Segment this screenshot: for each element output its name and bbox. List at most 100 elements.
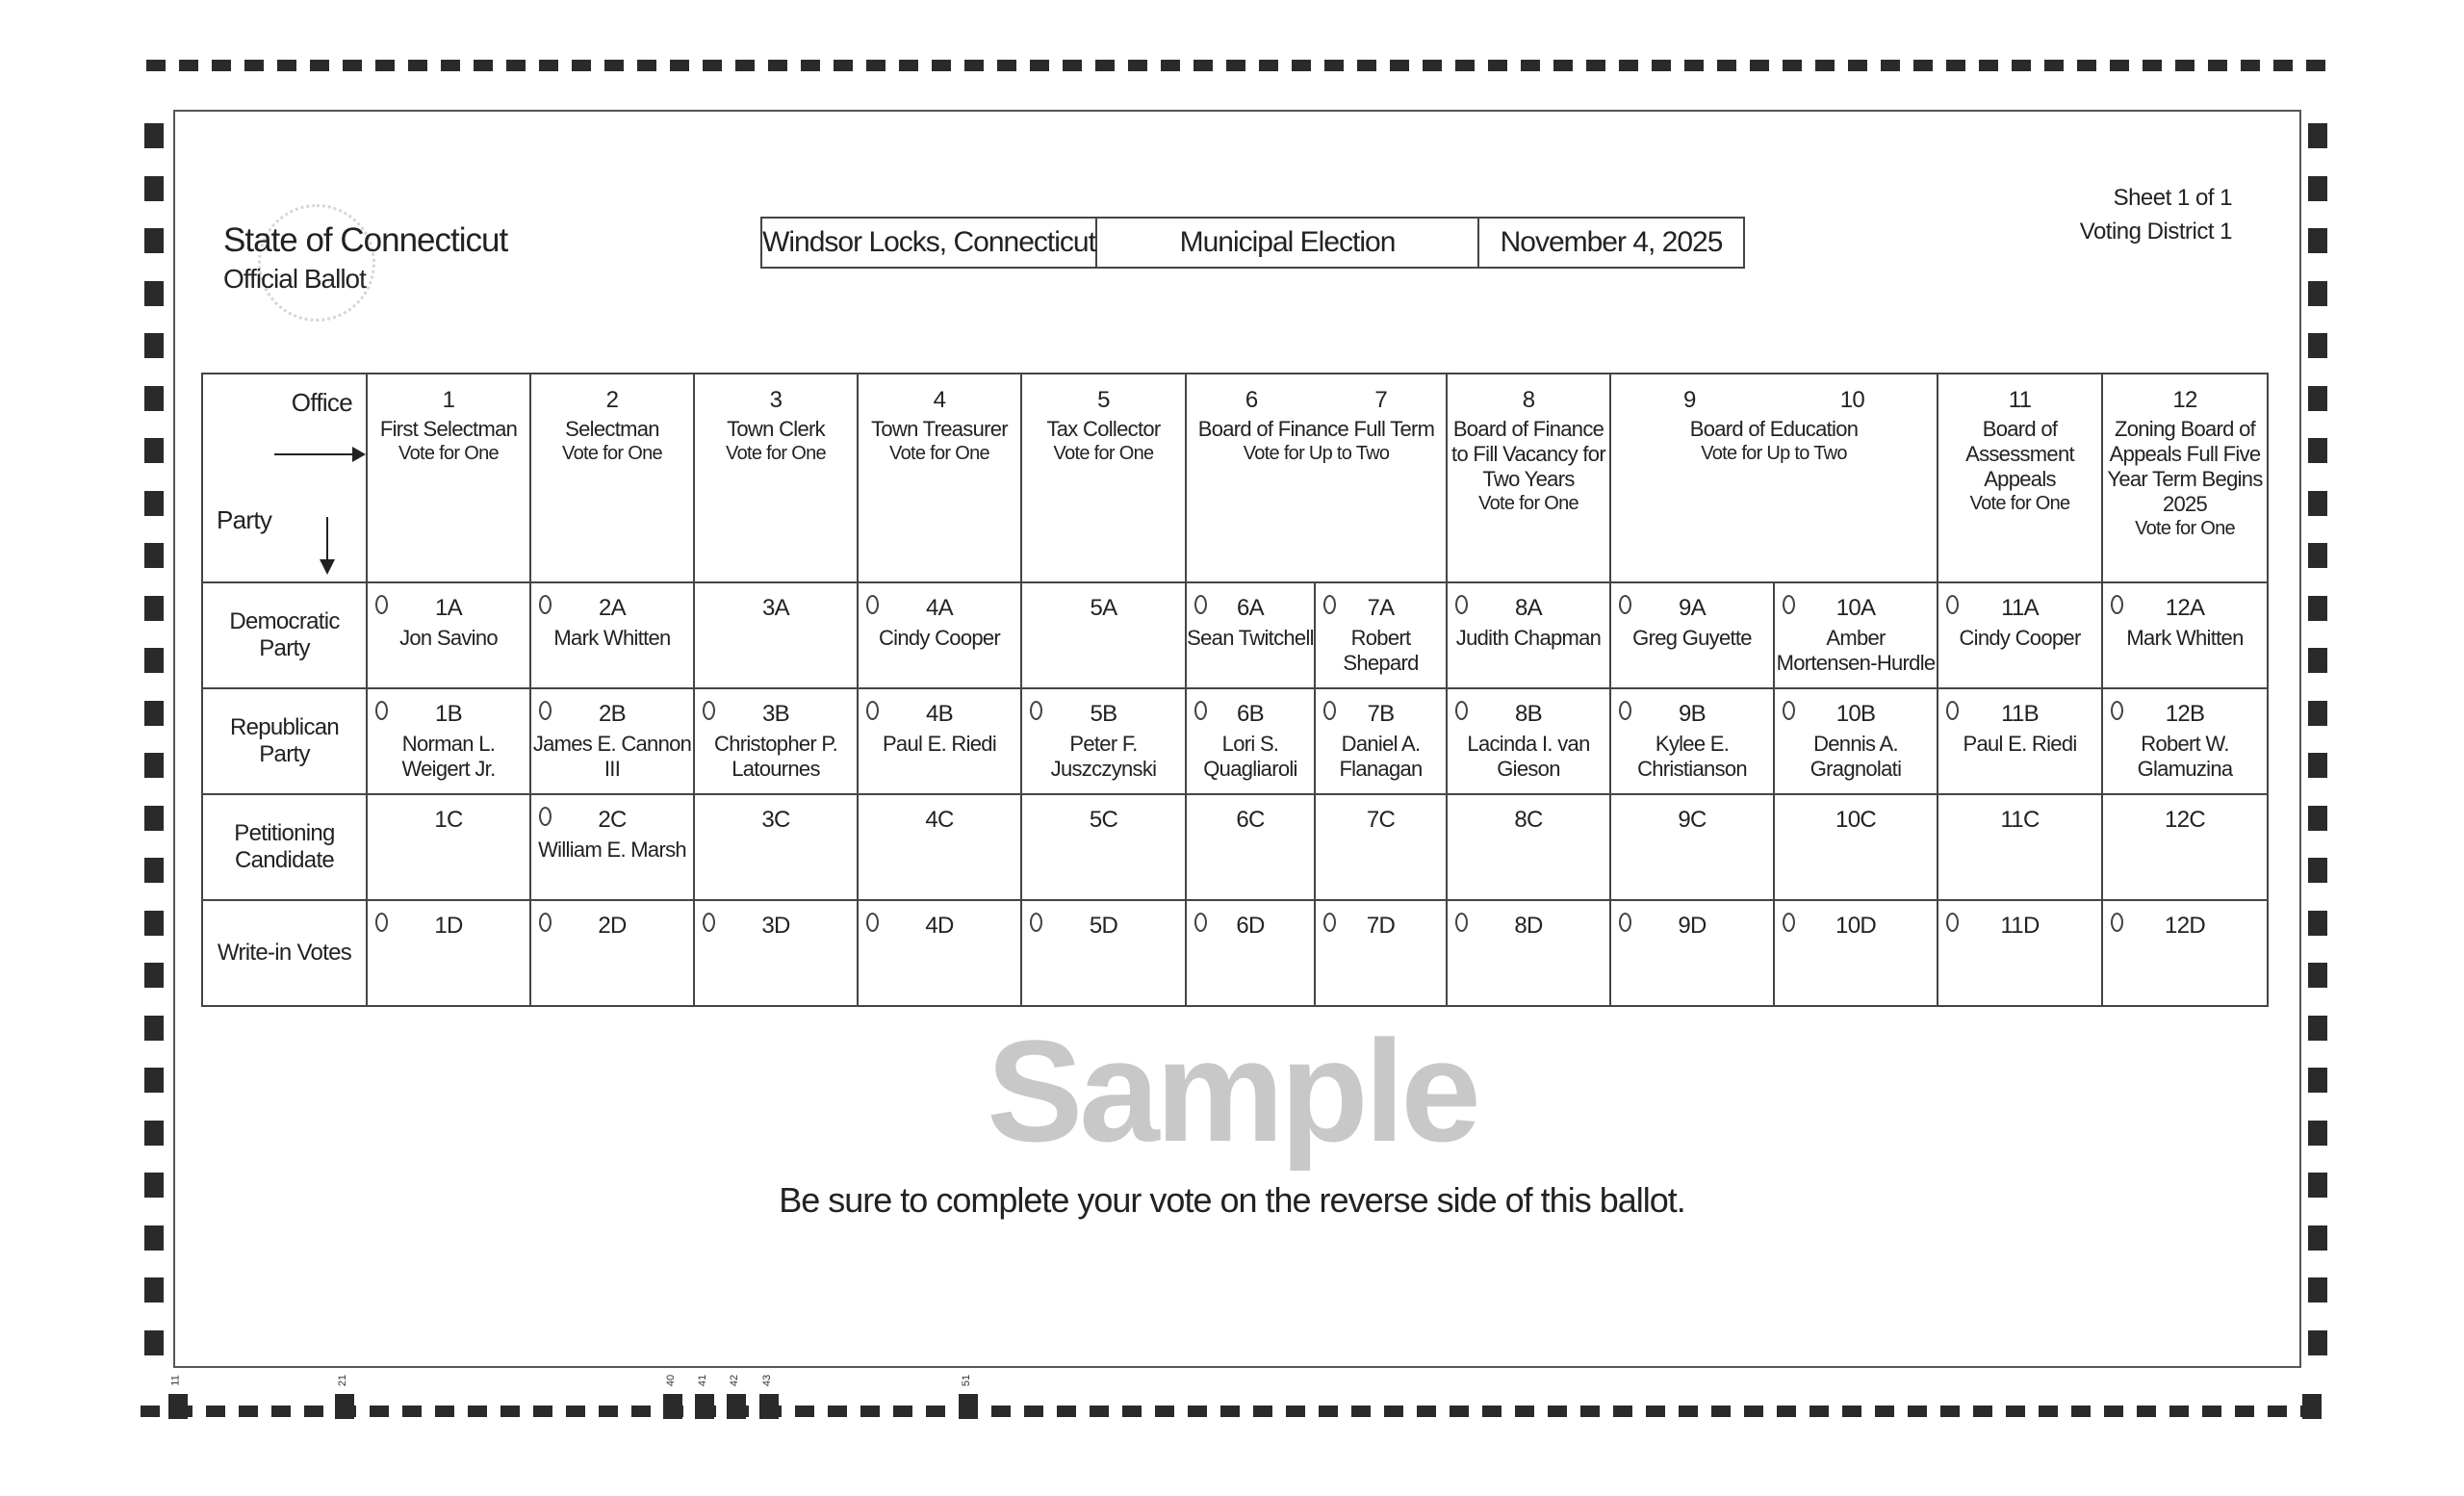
vote-oval[interactable] (1783, 913, 1796, 932)
vote-oval[interactable] (1783, 595, 1796, 614)
vote-oval[interactable] (703, 913, 715, 932)
candidate-cell[interactable]: 1B Norman L. Weigert Jr. (366, 687, 531, 795)
vote-oval[interactable] (866, 913, 879, 932)
mark-label: 21 (337, 1374, 349, 1387)
timing-mark (144, 1329, 164, 1355)
vote-oval[interactable] (1323, 701, 1336, 720)
candidate-code: 10C (1835, 807, 1877, 833)
candidate-cell[interactable]: 1D (366, 899, 531, 1007)
candidate-cell[interactable]: 4A Cindy Cooper (857, 581, 1022, 689)
candidate-cell[interactable]: 12B Robert W. Glamuzina (2101, 687, 2270, 795)
vote-oval[interactable] (539, 807, 552, 826)
vote-oval[interactable] (866, 701, 879, 720)
office-title: Town Clerk (727, 417, 826, 441)
timing-mark (997, 60, 1016, 71)
vote-oval[interactable] (1455, 913, 1469, 932)
right-arrow-head (352, 447, 366, 462)
candidate-cell[interactable]: 9D (1609, 899, 1776, 1007)
vote-oval[interactable] (1194, 913, 1207, 932)
candidate-cell[interactable]: 12D (2101, 899, 2270, 1007)
candidate-cell[interactable]: 11B Paul E. Riedi (1937, 687, 2104, 795)
vote-oval[interactable] (1783, 701, 1796, 720)
candidate-cell[interactable]: 10A Amber Mortensen-Hurdle (1773, 581, 1939, 689)
candidate-name: Lori S. Quagliaroli (1203, 732, 1297, 781)
candidate-cell[interactable]: 2B James E. Cannon III (529, 687, 695, 795)
candidate-cell[interactable]: 4B Paul E. Riedi (857, 687, 1022, 795)
timing-mark (1417, 1406, 1436, 1417)
timing-mark (2308, 1015, 2327, 1041)
timing-mark (2308, 228, 2327, 253)
vote-oval[interactable] (375, 595, 388, 614)
candidate-cell[interactable]: 3D (693, 899, 859, 1007)
timing-mark (2308, 280, 2327, 306)
candidate-cell[interactable]: 8D (1446, 899, 1612, 1007)
timing-mark (703, 60, 722, 71)
candidate-cell[interactable]: 6B Lori S. Quagliaroli (1185, 687, 1316, 795)
vote-oval[interactable] (866, 595, 879, 614)
timing-mark (141, 1406, 160, 1417)
candidate-cell[interactable]: 8B Lacinda I. van Gieson (1446, 687, 1612, 795)
vote-oval[interactable] (1194, 701, 1207, 720)
office-header: 3 Town Clerk Vote for One (693, 373, 859, 583)
vote-oval[interactable] (375, 701, 388, 720)
vote-oval[interactable] (2111, 701, 2124, 720)
vote-oval[interactable] (1619, 595, 1632, 614)
vote-oval[interactable] (2111, 913, 2124, 932)
timing-mark (1940, 1406, 1960, 1417)
timing-mark (144, 123, 164, 148)
timing-mark (1095, 60, 1115, 71)
candidate-cell[interactable]: 11D (1937, 899, 2104, 1007)
candidate-cell[interactable]: 11A Cindy Cooper (1937, 581, 2104, 689)
vote-oval[interactable] (1455, 701, 1469, 720)
candidate-cell[interactable]: 6A Sean Twitchell (1185, 581, 1316, 689)
candidate-cell[interactable]: 9B Kylee E. Christianson (1609, 687, 1776, 795)
vote-oval[interactable] (1194, 595, 1207, 614)
vote-oval[interactable] (539, 701, 552, 720)
vote-oval[interactable] (539, 595, 552, 614)
vote-oval[interactable] (1946, 913, 1960, 932)
vote-oval[interactable] (1030, 913, 1042, 932)
vote-oval[interactable] (1455, 595, 1469, 614)
office-title: First Selectman (379, 417, 518, 441)
vote-instruction: Vote for Up to Two (1701, 443, 1847, 464)
candidate-cell[interactable]: 10D (1773, 899, 1939, 1007)
candidate-name: Robert Shepard (1343, 626, 1419, 675)
candidate-code: 2D (598, 913, 627, 939)
candidate-cell[interactable]: 2D (529, 899, 695, 1007)
candidate-cell[interactable]: 8A Judith Chapman (1446, 581, 1612, 689)
candidate-cell[interactable]: 7A Robert Shepard (1313, 581, 1449, 689)
timing-mark (1390, 60, 1409, 71)
timing-mark (604, 60, 624, 71)
vote-oval[interactable] (1030, 701, 1042, 720)
candidate-cell[interactable]: 5D (1020, 899, 1187, 1007)
candidate-cell[interactable]: 7D (1313, 899, 1449, 1007)
candidate-cell[interactable]: 2C William E. Marsh (529, 793, 695, 901)
candidate-cell[interactable]: 3B Christopher P. Latournes (693, 687, 859, 795)
vote-oval[interactable] (2111, 595, 2124, 614)
timing-mark (144, 385, 164, 411)
vote-oval[interactable] (1323, 913, 1336, 932)
candidate-cell[interactable]: 12A Mark Whitten (2101, 581, 2270, 689)
timing-mark (1652, 60, 1671, 71)
vote-oval[interactable] (1619, 701, 1632, 720)
candidate-cell[interactable]: 4D (857, 899, 1022, 1007)
vote-oval[interactable] (1946, 595, 1960, 614)
candidate-cell[interactable]: 6D (1185, 899, 1316, 1007)
candidate-cell[interactable]: 5B Peter F. Juszczynski (1020, 687, 1187, 795)
timing-mark (506, 60, 526, 71)
candidate-cell[interactable]: 7B Daniel A. Flanagan (1313, 687, 1449, 795)
timing-mark (2104, 1406, 2123, 1417)
vote-oval[interactable] (1946, 701, 1960, 720)
candidate-cell[interactable]: 9A Greg Guyette (1609, 581, 1776, 689)
candidate-cell[interactable]: 2A Mark Whitten (529, 581, 695, 689)
vote-oval[interactable] (539, 913, 552, 932)
vote-oval[interactable] (1619, 913, 1632, 932)
timing-mark (637, 60, 656, 71)
candidate-cell[interactable]: 1A Jon Savino (366, 581, 531, 689)
vote-oval[interactable] (375, 913, 388, 932)
vote-oval[interactable] (703, 701, 715, 720)
candidate-cell[interactable]: 10B Dennis A. Gragnolati (1773, 687, 1939, 795)
candidate-name: Sean Twitchell (1187, 626, 1314, 650)
timing-mark (2110, 60, 2129, 71)
vote-oval[interactable] (1323, 595, 1336, 614)
